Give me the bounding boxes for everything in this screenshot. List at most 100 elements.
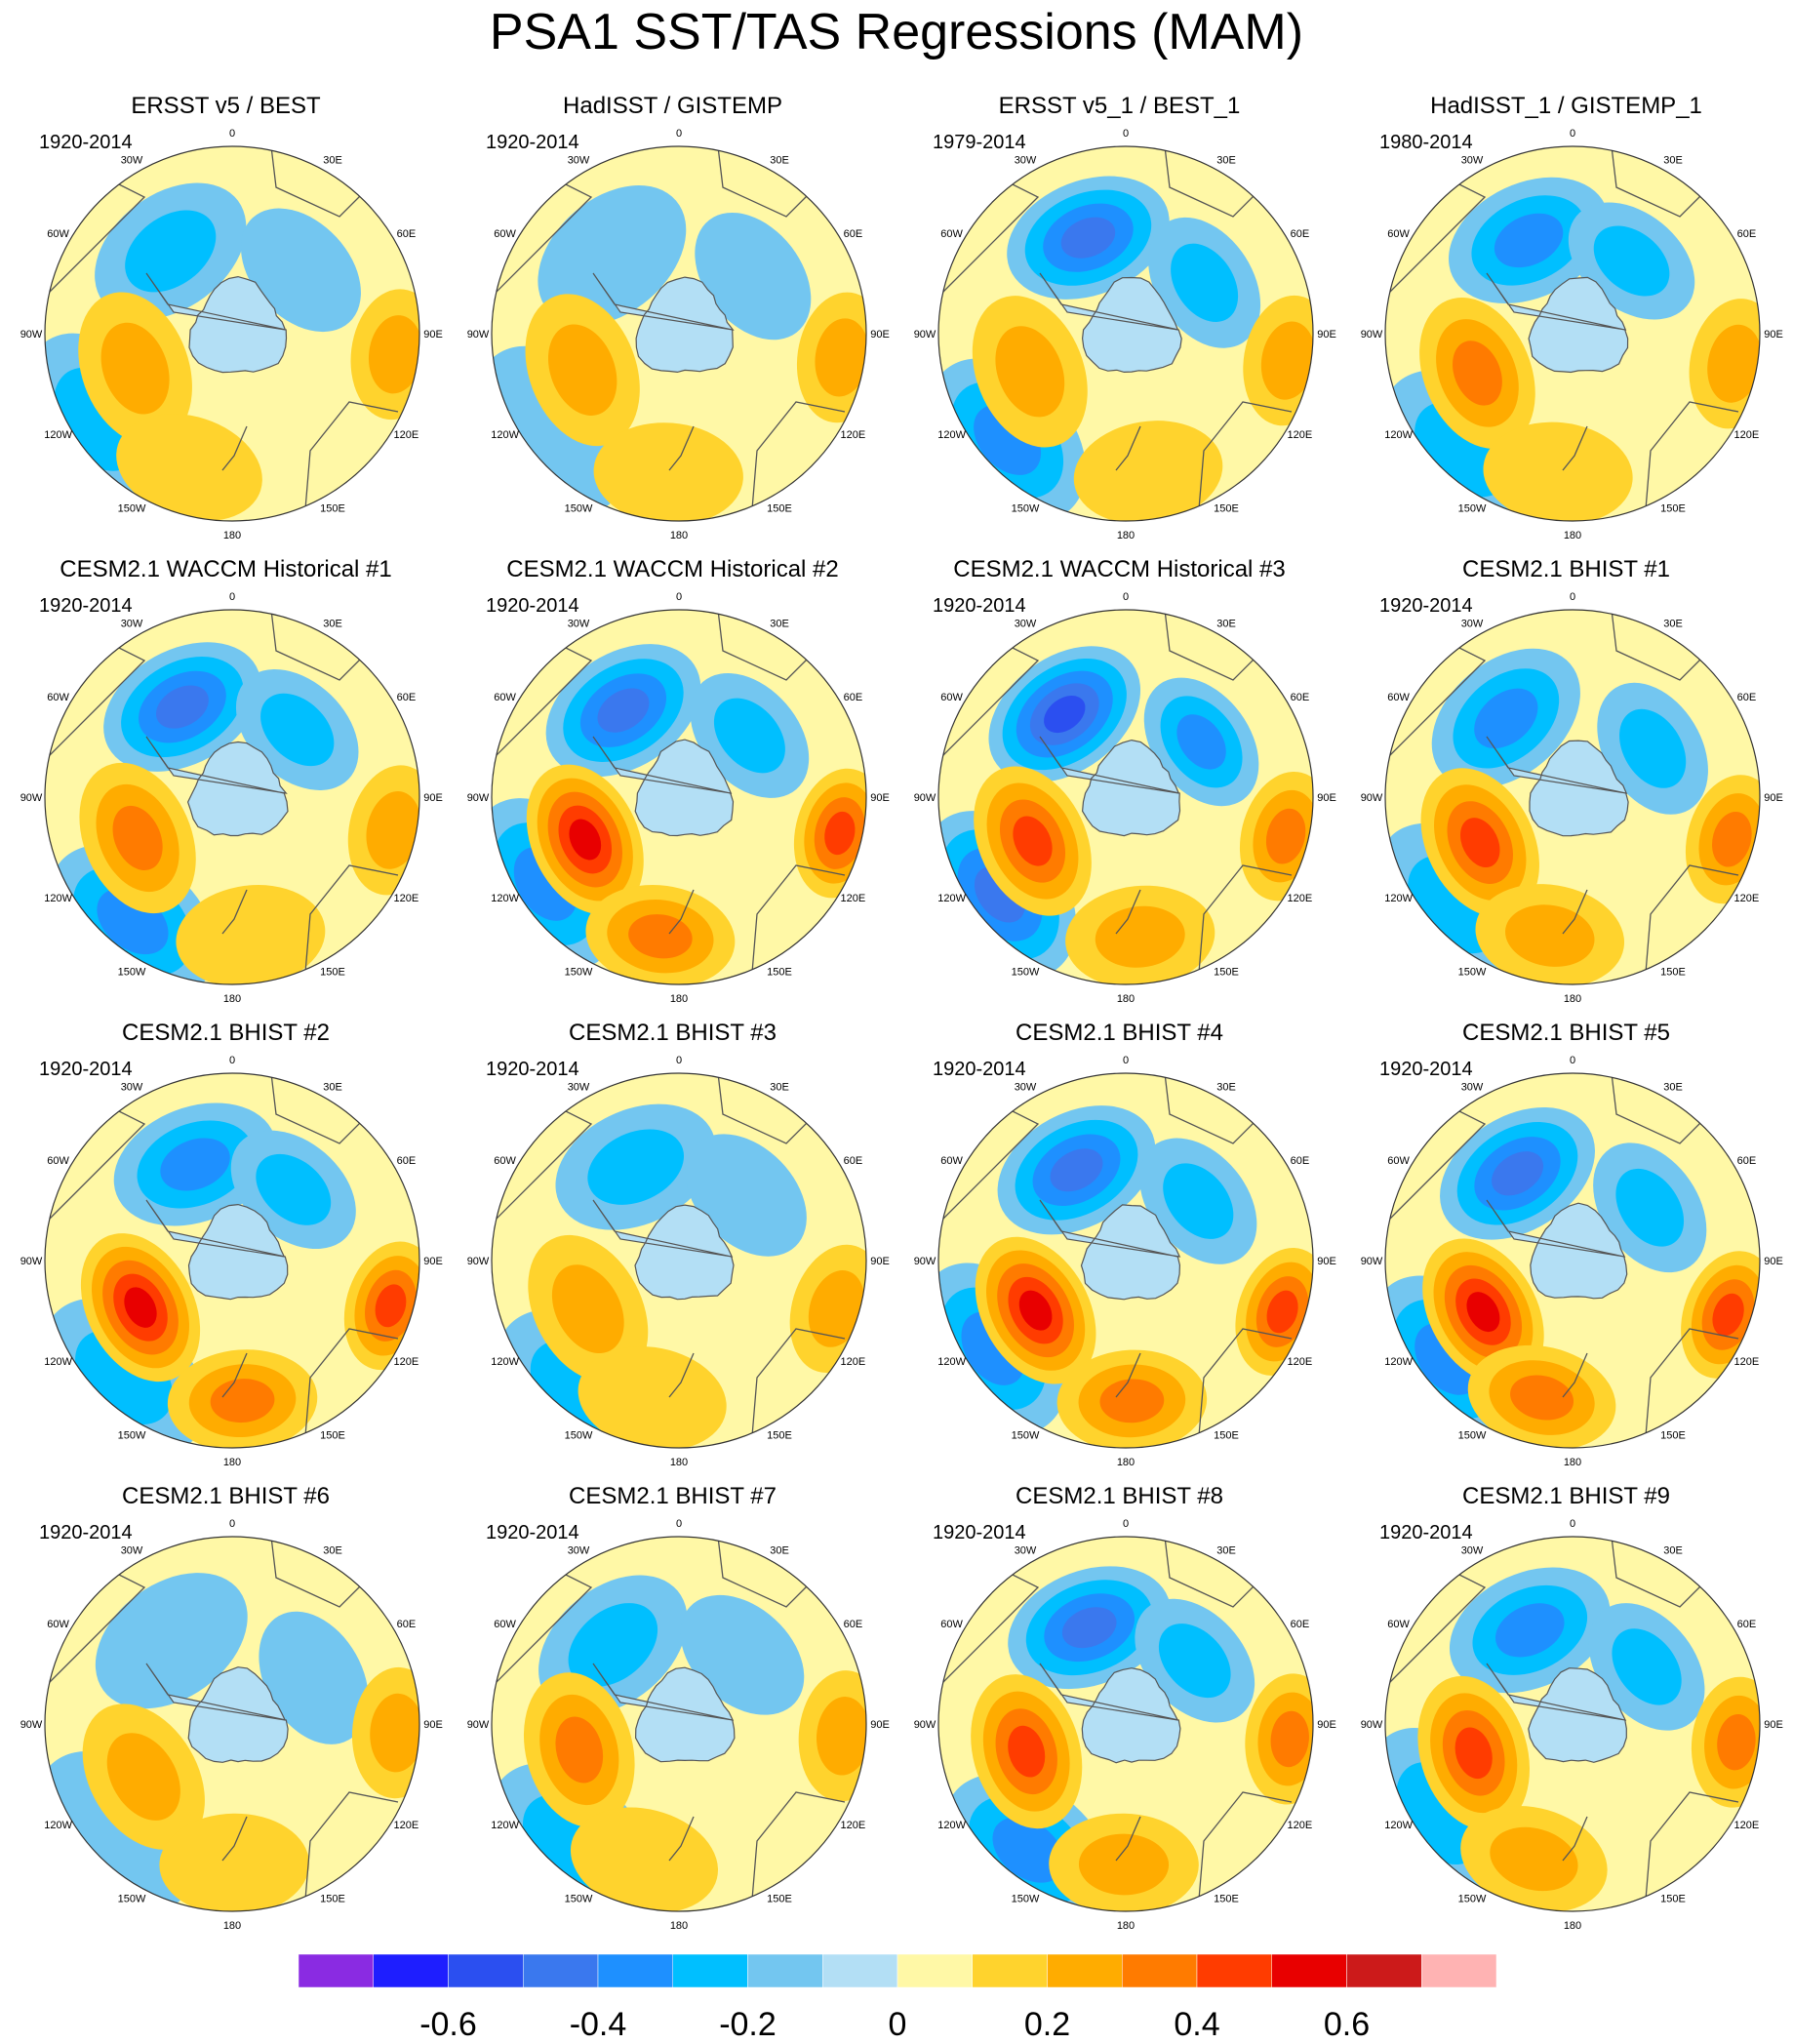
anomaly-contour bbox=[824, 811, 856, 856]
coastline bbox=[1645, 864, 1739, 974]
longitude-label: 120W bbox=[44, 429, 72, 441]
longitude-label: 120W bbox=[491, 429, 519, 441]
longitude-label: 150E bbox=[1214, 1893, 1239, 1904]
longitude-label: 60W bbox=[1387, 228, 1410, 240]
longitude-label: 60W bbox=[940, 1155, 963, 1167]
contour-field bbox=[1385, 1537, 1760, 1911]
anomaly-contour bbox=[995, 326, 1065, 418]
longitude-label: 120E bbox=[1734, 1820, 1760, 1831]
coastline bbox=[1115, 425, 1141, 471]
colorbar-tick-label: -0.6 bbox=[419, 2006, 477, 2043]
longitude-label: 30W bbox=[568, 155, 590, 167]
polar-map: 0 30E 60E 90E 120E 150E 180 150W 120W 90W 60W 30W bbox=[467, 591, 890, 1005]
antarctica-coastline bbox=[1039, 1199, 1181, 1301]
longitude-label: 120E bbox=[1288, 429, 1313, 441]
longitude-label: 120E bbox=[841, 893, 866, 904]
longitude-label: 30E bbox=[1216, 1545, 1236, 1557]
colorbar-swatch bbox=[1346, 1954, 1422, 1987]
anomaly-contour bbox=[159, 1813, 309, 1911]
longitude-label: 120W bbox=[491, 893, 519, 904]
anomaly-contour bbox=[1060, 217, 1116, 259]
coastline bbox=[304, 1791, 399, 1901]
longitude-label: 150E bbox=[767, 1893, 792, 1904]
coastline bbox=[668, 1352, 695, 1398]
polar-map: 0 30E 60E 90E 120E 150E 180 150W 120W 90W 60W 30W bbox=[914, 591, 1336, 1005]
longitude-label: 90W bbox=[467, 792, 490, 804]
anomaly-contour bbox=[1712, 811, 1752, 867]
colorbar-swatch bbox=[896, 1954, 973, 1987]
longitude-label: 90E bbox=[1764, 1256, 1783, 1267]
colorbar-swatch bbox=[373, 1954, 449, 1987]
longitude-label: 180 bbox=[1564, 1457, 1581, 1468]
coastline bbox=[1645, 1791, 1739, 1901]
panel-title: CESM2.1 BHIST #2 bbox=[122, 1020, 330, 1046]
longitude-label: 30W bbox=[1461, 1545, 1484, 1557]
longitude-label: 150E bbox=[767, 1429, 792, 1441]
longitude-label: 180 bbox=[1117, 1920, 1135, 1932]
longitude-label: 30W bbox=[1461, 619, 1484, 630]
colorbar-tick-label: -0.2 bbox=[719, 2006, 777, 2043]
panel-period: 1920-2014 bbox=[933, 1522, 1026, 1543]
coastline bbox=[304, 864, 399, 974]
coastline bbox=[1164, 1537, 1263, 1608]
longitude-label: 60E bbox=[844, 228, 863, 240]
longitude-label: 90E bbox=[870, 792, 890, 804]
coastline bbox=[717, 146, 817, 218]
antarctica-coastline bbox=[1039, 1663, 1181, 1764]
longitude-label: 60W bbox=[1387, 1619, 1410, 1630]
longitude-label: 30W bbox=[1015, 155, 1037, 167]
longitude-label: 120E bbox=[394, 1356, 419, 1368]
longitude-label: 180 bbox=[1564, 1920, 1581, 1932]
map-border bbox=[491, 145, 867, 522]
longitude-label: 90W bbox=[1361, 329, 1383, 341]
coastline bbox=[1562, 425, 1588, 471]
map-panel: 0 30E 60E 90E 120E 150E 180 150W 120W 90W 60W 30W CE… bbox=[896, 1482, 1343, 1941]
anomaly-contour bbox=[1453, 341, 1502, 406]
anomaly-contour bbox=[1044, 696, 1086, 734]
longitude-label: 0 bbox=[676, 1518, 682, 1530]
longitude-label: 120W bbox=[491, 1820, 519, 1831]
longitude-label: 150E bbox=[1214, 966, 1239, 978]
longitude-label: 120E bbox=[394, 893, 419, 904]
longitude-label: 90E bbox=[870, 1256, 890, 1267]
coastline bbox=[751, 1328, 846, 1437]
coastline bbox=[221, 1352, 248, 1398]
longitude-label: 60W bbox=[494, 1155, 516, 1167]
anomaly-contour bbox=[1163, 1163, 1234, 1239]
longitude-label: 150W bbox=[118, 966, 146, 978]
anomaly-contour bbox=[256, 1153, 332, 1225]
anomaly-contour bbox=[593, 422, 743, 521]
longitude-label: 0 bbox=[1123, 1055, 1129, 1066]
longitude-label: 120E bbox=[1734, 893, 1760, 904]
longitude-label: 90W bbox=[914, 329, 936, 341]
anomaly-contour bbox=[587, 1129, 685, 1205]
longitude-label: 120E bbox=[394, 1820, 419, 1831]
panel-period: 1979-2014 bbox=[933, 132, 1026, 153]
coastline bbox=[221, 889, 248, 935]
longitude-label: 180 bbox=[1564, 993, 1581, 1005]
longitude-label: 60E bbox=[397, 228, 417, 240]
coastline bbox=[668, 889, 695, 935]
anomaly-contour bbox=[1490, 1826, 1578, 1892]
longitude-label: 30E bbox=[1663, 1082, 1683, 1094]
longitude-label: 180 bbox=[223, 993, 241, 1005]
longitude-label: 30W bbox=[568, 619, 590, 630]
longitude-label: 90E bbox=[1764, 792, 1783, 804]
anomaly-contour bbox=[1158, 1623, 1231, 1699]
longitude-label: 60E bbox=[844, 1619, 863, 1630]
anomaly-contour bbox=[1492, 1151, 1544, 1196]
map-border bbox=[491, 609, 867, 985]
coastline bbox=[1611, 1537, 1710, 1608]
anomaly-contour bbox=[578, 1346, 727, 1448]
anomaly-contour bbox=[1061, 1607, 1117, 1649]
anomaly-contour bbox=[551, 1264, 624, 1354]
anomaly-contour bbox=[1483, 421, 1633, 521]
panel-period: 1920-2014 bbox=[486, 132, 579, 153]
figure-title: PSA1 SST/TAS Regressions (MAM) bbox=[489, 4, 1304, 60]
coastline bbox=[1198, 1791, 1293, 1901]
anomaly-contour bbox=[116, 414, 262, 521]
coastline bbox=[1562, 1352, 1588, 1398]
contour-field bbox=[1385, 610, 1760, 984]
longitude-label: 30E bbox=[323, 1545, 342, 1557]
longitude-label: 120E bbox=[1734, 429, 1760, 441]
